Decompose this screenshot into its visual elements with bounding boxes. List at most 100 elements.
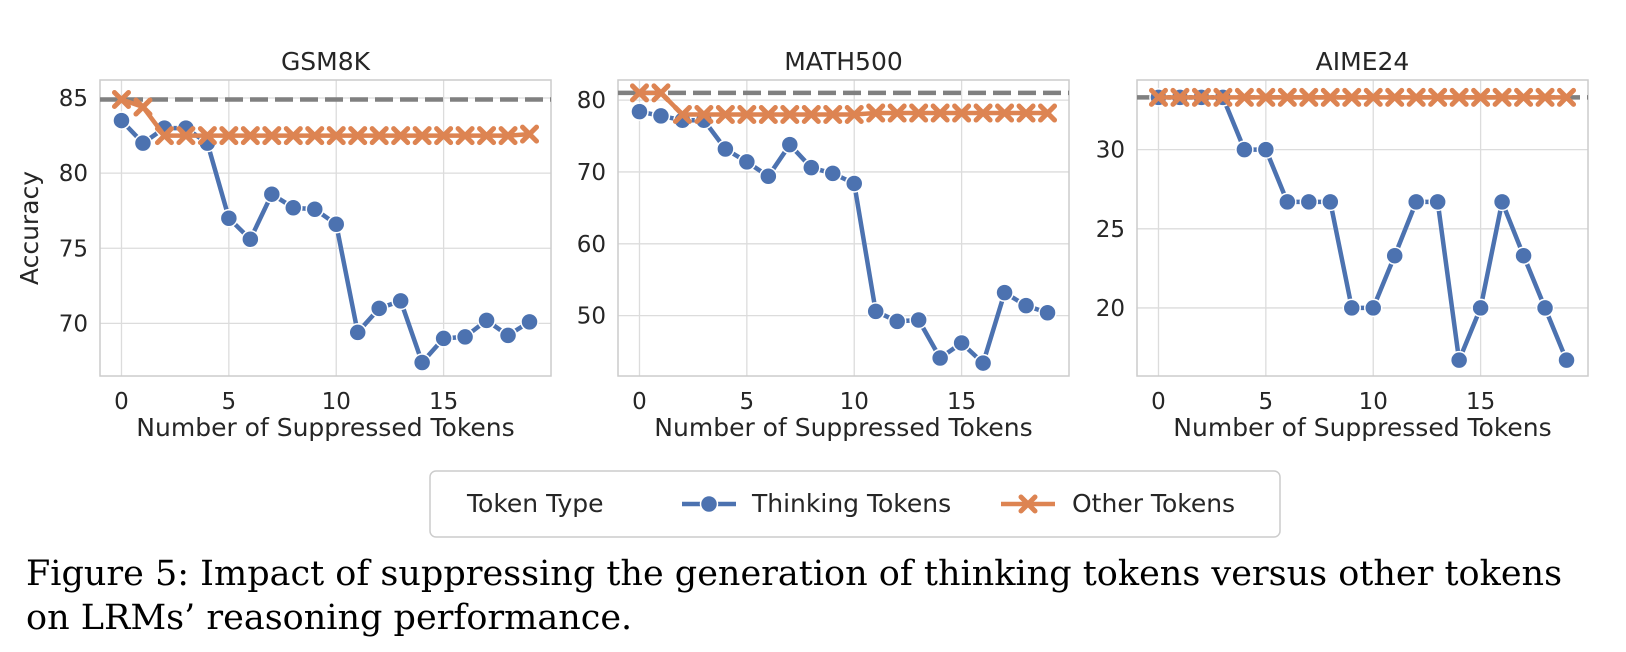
legend-label-thinking: Thinking Tokens bbox=[751, 489, 951, 518]
y-tick-label: 70 bbox=[577, 160, 606, 186]
data-point-thinking bbox=[434, 329, 453, 348]
legend-marker-other bbox=[1018, 494, 1038, 514]
data-point-other bbox=[412, 126, 432, 146]
y-tick-label: 25 bbox=[1096, 217, 1125, 243]
data-point-thinking bbox=[995, 283, 1014, 302]
data-point-thinking bbox=[1038, 303, 1057, 323]
data-point-other bbox=[844, 104, 864, 124]
data-point-other bbox=[973, 103, 993, 123]
data-point-thinking bbox=[823, 164, 843, 183]
data-point-thinking bbox=[133, 133, 153, 153]
data-point-other bbox=[455, 126, 475, 146]
axes-frame bbox=[99, 79, 552, 377]
y-tick-label: 20 bbox=[1096, 296, 1125, 322]
data-point-thinking bbox=[1385, 246, 1404, 265]
data-point-thinking bbox=[759, 167, 778, 186]
data-point-thinking bbox=[1471, 298, 1490, 318]
data-point-thinking bbox=[219, 208, 239, 228]
data-point-other bbox=[1535, 87, 1555, 107]
data-point-other bbox=[887, 103, 907, 123]
data-point-thinking bbox=[455, 327, 475, 347]
x-tick-label: 10 bbox=[322, 389, 351, 415]
y-tick-label: 70 bbox=[59, 311, 88, 337]
data-point-other bbox=[111, 90, 131, 110]
data-point-thinking bbox=[326, 214, 346, 234]
data-point-thinking bbox=[1535, 298, 1555, 318]
data-point-thinking bbox=[241, 230, 260, 249]
data-point-other bbox=[737, 104, 757, 124]
chart-title: GSM8K bbox=[281, 47, 371, 76]
data-point-other bbox=[1385, 87, 1405, 107]
data-point-thinking bbox=[866, 302, 885, 321]
data-point-other bbox=[1170, 87, 1190, 107]
data-point-other bbox=[1428, 87, 1448, 107]
data-point-other bbox=[1406, 87, 1426, 107]
data-point-other bbox=[715, 104, 735, 124]
data-point-thinking bbox=[1363, 298, 1383, 318]
figure-caption: Figure 5: Impact of suppressing the gene… bbox=[26, 554, 1563, 638]
data-point-other bbox=[219, 126, 239, 146]
data-point-other bbox=[1256, 87, 1276, 107]
y-axis-label: Accuracy bbox=[15, 171, 44, 285]
y-tick-label: 85 bbox=[59, 86, 88, 112]
data-point-thinking bbox=[498, 326, 518, 345]
data-point-other bbox=[909, 103, 929, 123]
legend-marker-thinking bbox=[699, 494, 719, 514]
legend-title: Token Type bbox=[466, 489, 604, 518]
data-point-other bbox=[369, 126, 389, 146]
x-tick-label: 0 bbox=[1151, 389, 1166, 415]
data-point-thinking bbox=[780, 135, 800, 154]
data-point-other bbox=[154, 126, 174, 146]
data-point-other bbox=[952, 103, 972, 123]
x-tick-label: 5 bbox=[1259, 389, 1274, 415]
data-point-thinking bbox=[1235, 140, 1254, 159]
data-point-thinking bbox=[1299, 192, 1319, 212]
data-point-thinking bbox=[520, 312, 539, 332]
data-point-other bbox=[176, 126, 196, 146]
data-point-other bbox=[1320, 87, 1340, 107]
data-point-other bbox=[1492, 87, 1512, 107]
axes-frame bbox=[617, 79, 1070, 377]
data-point-thinking bbox=[305, 199, 325, 219]
data-point-other bbox=[780, 104, 800, 124]
data-point-thinking bbox=[262, 184, 282, 204]
data-point-other bbox=[434, 126, 454, 146]
data-point-other bbox=[283, 126, 303, 146]
data-point-other bbox=[240, 126, 260, 146]
data-point-other bbox=[866, 103, 886, 123]
data-point-thinking bbox=[1428, 192, 1447, 212]
x-tick-label: 15 bbox=[947, 389, 976, 415]
data-point-other bbox=[348, 126, 368, 146]
data-point-other bbox=[498, 126, 518, 146]
x-tick-label: 0 bbox=[114, 389, 129, 415]
axes-frame bbox=[1136, 79, 1589, 377]
data-point-other bbox=[262, 126, 282, 146]
data-point-other bbox=[1471, 87, 1491, 107]
data-point-other bbox=[1213, 87, 1233, 107]
data-point-thinking bbox=[1321, 192, 1340, 212]
data-point-thinking bbox=[887, 312, 907, 331]
legend: Token Type Thinking Tokens Other Tokens bbox=[429, 470, 1281, 538]
data-point-thinking bbox=[802, 158, 821, 177]
data-point-other bbox=[1191, 87, 1211, 107]
x-axis-label: Number of Suppressed Tokens bbox=[1173, 413, 1551, 442]
data-point-thinking bbox=[651, 106, 671, 126]
chart-panel-math500: 0 5 10 15 50 60 70 80 MATH500 Number of Suppresse… bbox=[577, 47, 1070, 442]
y-tick-label: 30 bbox=[1096, 138, 1125, 164]
data-point-other bbox=[1557, 87, 1577, 107]
data-point-thinking bbox=[477, 311, 496, 330]
series-line-thinking bbox=[1158, 95, 1569, 363]
x-tick-label: 5 bbox=[222, 389, 237, 415]
data-point-other bbox=[930, 103, 950, 123]
data-point-other bbox=[823, 104, 843, 124]
data-point-other bbox=[133, 97, 153, 117]
data-point-thinking bbox=[952, 333, 971, 353]
data-point-thinking bbox=[1449, 350, 1469, 370]
chart-title: AIME24 bbox=[1316, 47, 1410, 76]
x-tick-label: 5 bbox=[740, 389, 755, 415]
x-tick-label: 15 bbox=[429, 389, 458, 415]
x-tick-label: 10 bbox=[1359, 389, 1388, 415]
data-point-thinking bbox=[391, 291, 410, 311]
data-point-other bbox=[1299, 87, 1319, 107]
